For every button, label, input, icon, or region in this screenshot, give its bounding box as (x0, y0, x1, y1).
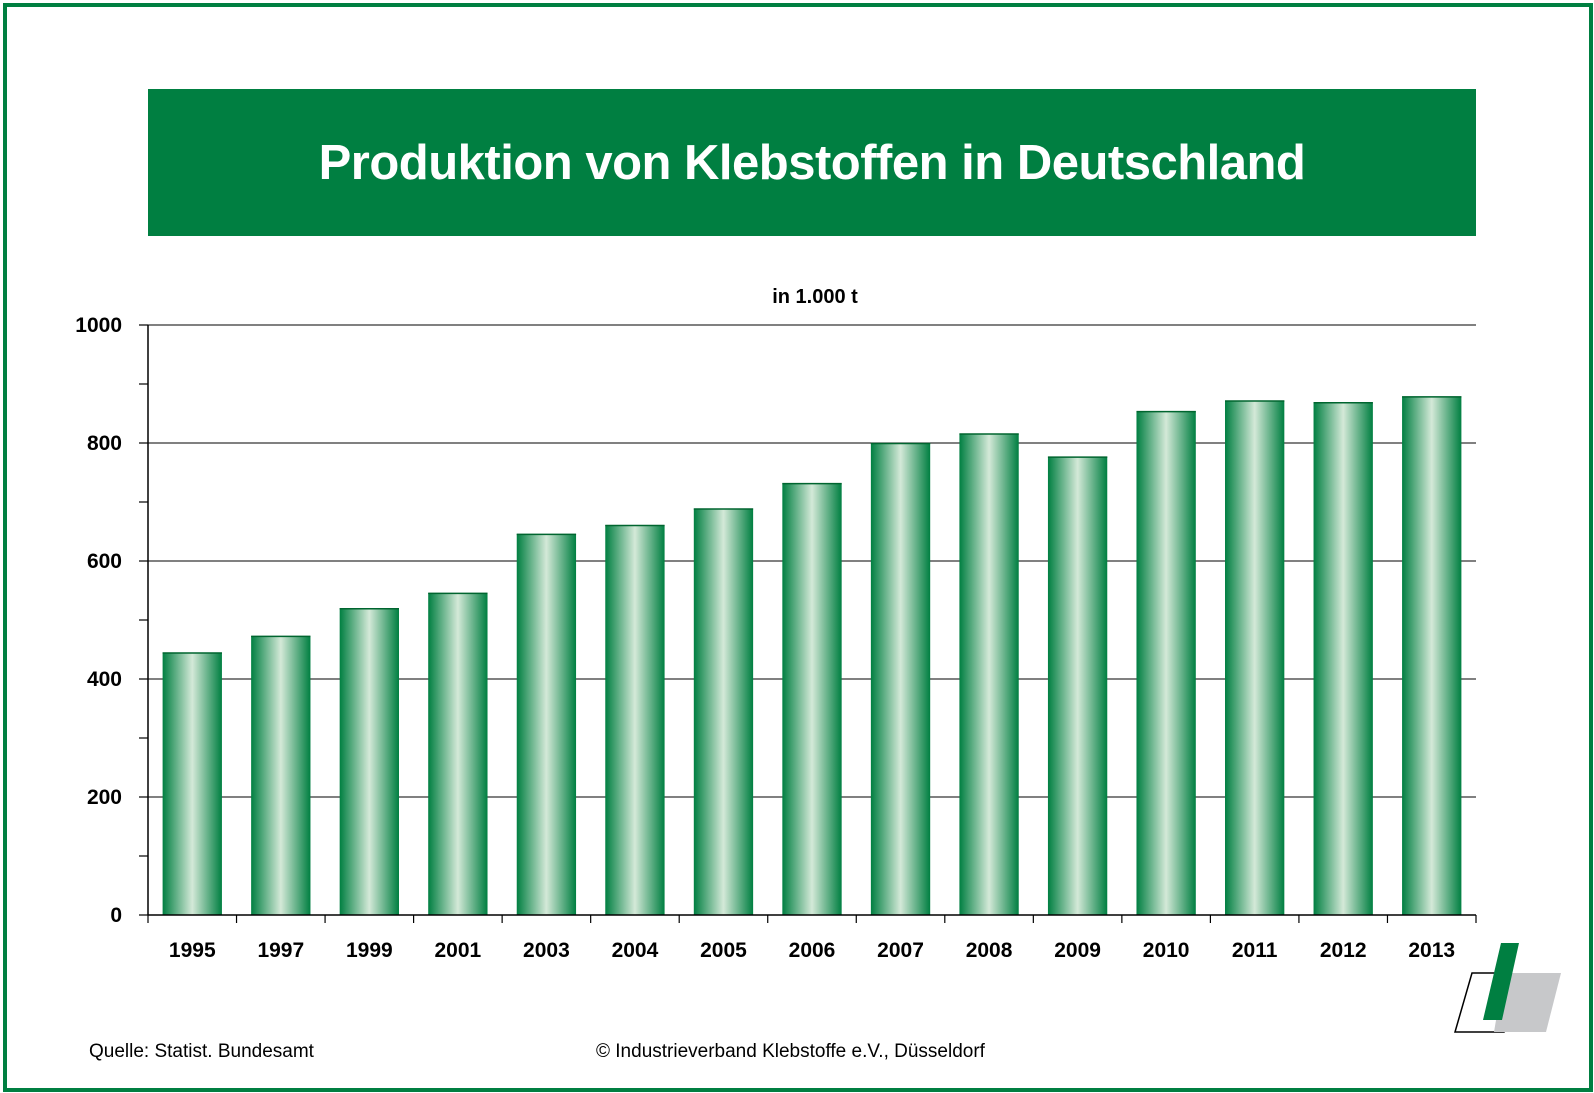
x-tick-labels: 1995 1997 1999 2001 2003 2004 2005 2006 2007 2008… (169, 939, 1455, 962)
bar (693, 508, 754, 915)
x-tick-label: 2001 (435, 939, 482, 962)
x-tick-label: 2013 (1408, 939, 1455, 962)
bar (959, 433, 1019, 915)
x-tick-label: 2007 (877, 939, 924, 962)
x-tick-label: 2008 (966, 939, 1013, 962)
y-tick-label: 1000 (75, 314, 122, 337)
ivk-logo-icon (1454, 943, 1561, 1033)
bar (782, 483, 842, 915)
x-tick-label: 2009 (1054, 939, 1101, 962)
x-tick-label: 1997 (257, 939, 304, 962)
bar (1047, 456, 1108, 915)
source-note: Quelle: Statist. Bundesamt (89, 1041, 314, 1062)
x-tick-label: 1995 (169, 939, 216, 962)
page-frame (3, 3, 1593, 1092)
bar (516, 533, 577, 915)
bar (251, 635, 311, 915)
x-tick-label: 2012 (1320, 939, 1367, 962)
chart-title: Produktion von Klebstoffen in Deutschlan… (318, 135, 1306, 190)
bar (428, 592, 488, 915)
y-tick-label: 600 (87, 550, 122, 573)
y-tick-label: 400 (87, 668, 122, 691)
bar (1402, 396, 1462, 915)
x-tick-label: 1999 (346, 939, 393, 962)
bar (162, 652, 222, 915)
unit-label: in 1.000 t (772, 286, 858, 308)
x-tick-label: 2004 (612, 939, 659, 962)
y-tick-label: 0 (110, 904, 122, 927)
bar (339, 608, 399, 915)
axes (139, 324, 1477, 923)
x-tick-label: 2011 (1232, 939, 1278, 962)
bar (1136, 411, 1196, 915)
bars (162, 396, 1462, 915)
y-tick-labels: 0 200 400 600 800 1000 (75, 314, 122, 927)
bar (870, 443, 931, 915)
bar (1313, 402, 1373, 915)
x-tick-label: 2005 (700, 939, 747, 962)
x-tick-label: 2006 (789, 939, 836, 962)
bar (605, 525, 665, 915)
x-tick-label: 2003 (523, 939, 570, 962)
y-tick-label: 800 (87, 432, 122, 455)
x-tick-label: 2010 (1143, 939, 1190, 962)
bar (1225, 400, 1285, 915)
copyright-note: © Industrieverband Klebstoffe e.V., Düss… (596, 1041, 985, 1062)
y-tick-label: 200 (87, 786, 122, 809)
title-banner: Produktion von Klebstoffen in Deutschlan… (148, 89, 1476, 236)
